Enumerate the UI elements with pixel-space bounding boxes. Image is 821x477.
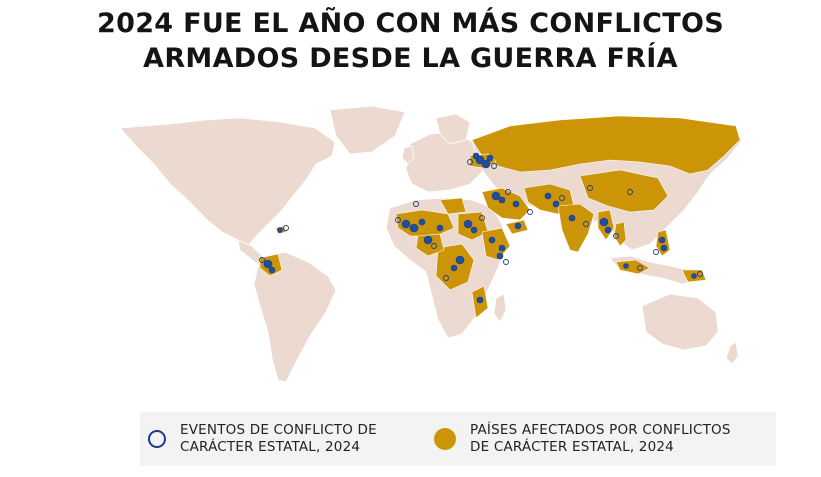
legend-events-label: EVENTOS DE CONFLICTO DE CARÁCTER ESTATAL…: [180, 422, 377, 456]
affected-sudan: [457, 211, 489, 241]
event-ring-18: [587, 185, 593, 191]
event-ring-17: [697, 271, 703, 277]
affected-nigeria-cameroon: [415, 233, 445, 257]
event-sahel-3: [418, 218, 426, 226]
event-levant-2: [498, 196, 506, 204]
event-indonesia: [623, 263, 629, 269]
event-ring-20: [413, 201, 419, 207]
event-sudan-2: [470, 226, 478, 234]
event-ring-10: [479, 215, 485, 221]
legend-countries-line-2: DE CARÁCTER ESTATAL, 2024: [470, 439, 674, 455]
event-ring-6: [583, 221, 589, 227]
affected-china: [579, 169, 669, 213]
affected-libya: [439, 197, 467, 215]
event-ring-14: [283, 225, 289, 231]
event-ring-19: [627, 189, 633, 195]
map-title: 2024 FUE EL AÑO CON MÁS CONFLICTOS ARMAD…: [0, 6, 821, 76]
affected-country-dot-icon: [434, 428, 456, 450]
event-myanmar-1: [599, 217, 609, 227]
event-pakistan: [552, 200, 560, 208]
land-new-zealand: [725, 341, 739, 365]
event-levant-1: [491, 191, 501, 201]
event-philippines-1: [658, 236, 666, 244]
legend: EVENTOS DE CONFLICTO DE CARÁCTER ESTATAL…: [140, 412, 776, 466]
legend-countries-line-1: PAÍSES AFECTADOS POR CONFLICTOS: [470, 422, 731, 438]
event-sudan-1: [463, 219, 473, 229]
affected-russia: [471, 115, 741, 175]
event-india: [568, 214, 576, 222]
map-title-line-1: 2024 FUE EL AÑO CON MÁS CONFLICTOS: [97, 8, 724, 39]
map-title-line-2: ARMADOS DESDE LA GUERRA FRÍA: [143, 43, 678, 74]
affected-india: [557, 203, 595, 253]
event-papua: [691, 273, 697, 279]
event-chad: [436, 224, 444, 232]
legend-countries-label: PAÍSES AFECTADOS POR CONFLICTOS DE CARÁC…: [470, 422, 731, 456]
event-sahel-2: [409, 223, 419, 233]
land-uk: [401, 145, 415, 165]
event-ring-9: [431, 243, 437, 249]
event-drc-1: [455, 255, 465, 265]
world-map: [119, 105, 743, 383]
event-ring-1: [491, 163, 497, 169]
event-yemen: [514, 222, 522, 230]
legend-item-countries: PAÍSES AFECTADOS POR CONFLICTOS DE CARÁC…: [434, 412, 731, 466]
affected-horn-of-africa: [481, 227, 511, 261]
land-australia: [641, 293, 719, 351]
event-ring-11: [503, 259, 509, 265]
event-somalia-1: [498, 244, 506, 252]
land-south-america: [253, 251, 337, 383]
event-ethiopia: [488, 236, 496, 244]
event-ring-16: [637, 265, 643, 271]
event-philippines-2: [660, 244, 668, 252]
land-greenland: [329, 105, 406, 155]
legend-item-events: EVENTOS DE CONFLICTO DE CARÁCTER ESTATAL…: [148, 412, 377, 466]
event-ring-3: [505, 189, 511, 195]
event-iraq: [512, 200, 520, 208]
event-mozambique: [476, 296, 484, 304]
legend-events-line-1: EVENTOS DE CONFLICTO DE: [180, 422, 377, 438]
event-somalia-2: [496, 252, 504, 260]
event-myanmar-2: [604, 226, 612, 234]
event-ring-13: [259, 257, 265, 263]
land-madagascar: [493, 293, 507, 323]
event-ring-5: [559, 195, 565, 201]
event-ring-15: [653, 249, 659, 255]
event-drc-2: [450, 264, 458, 272]
event-colombia-1: [263, 259, 273, 269]
event-afghanistan: [544, 192, 552, 200]
legend-events-line-2: CARÁCTER ESTATAL, 2024: [180, 439, 361, 455]
event-ring-symbol-icon: [148, 430, 166, 448]
land-scandinavia: [435, 113, 471, 145]
event-sahel-1: [401, 219, 411, 229]
event-ring-8: [395, 217, 401, 223]
event-ring-7: [613, 233, 619, 239]
event-haiti: [277, 227, 283, 233]
event-nigeria: [423, 235, 433, 245]
event-ukraine-2: [481, 159, 491, 169]
land-north-america: [119, 117, 336, 247]
event-ukraine-4: [486, 154, 494, 162]
event-ring-2: [467, 159, 473, 165]
event-ring-4: [527, 209, 533, 215]
event-ukraine-3: [472, 152, 480, 160]
event-colombia-2: [268, 266, 276, 274]
event-ring-12: [443, 275, 449, 281]
